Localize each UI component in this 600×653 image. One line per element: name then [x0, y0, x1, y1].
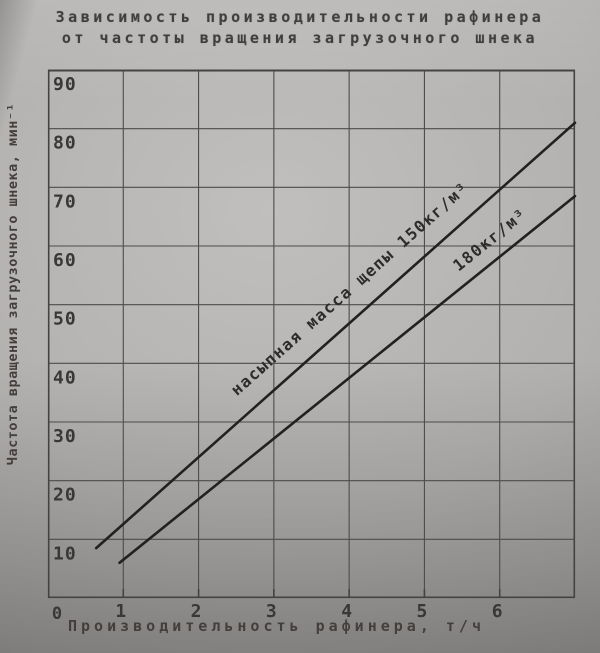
data-line-2	[118, 194, 577, 565]
chart-title-line1: Зависимость производительности рафинера	[55, 8, 545, 26]
data-line-1	[94, 121, 577, 550]
y-tick-label: 80	[53, 133, 77, 154]
x-tick-label: 3	[266, 601, 278, 622]
series-label-1: насыпная масса щепы 150кг/м³	[227, 178, 473, 399]
x-axis-title: Производительность рафинера, т/ч	[68, 617, 485, 635]
y-tick-label: 50	[53, 309, 77, 330]
y-tick-label: 30	[53, 426, 77, 447]
y-tick-label: 60	[53, 250, 77, 271]
y-tick-label: 70	[53, 191, 77, 212]
y-tick-label: 20	[53, 485, 77, 506]
y-axis-title: Частота вращения загрузочного шнека, мин…	[5, 102, 21, 466]
chart-title: Зависимость производительности рафинера …	[0, 7, 600, 49]
plot-border	[47, 69, 576, 599]
x-tick-label: 5	[417, 601, 429, 622]
plot-frame	[47, 69, 576, 599]
origin-label: 0	[52, 604, 62, 624]
axis-ticks	[122, 589, 501, 598]
grid-lines	[48, 69, 575, 598]
x-tick-label: 2	[191, 601, 203, 622]
chart-title-line2: от частоты вращения загрузочного шнека	[61, 29, 539, 47]
x-tick-label: 6	[492, 601, 504, 622]
x-tick-label: 4	[341, 601, 353, 622]
y-tick-label: 40	[53, 367, 77, 388]
y-tick-label: 10	[53, 543, 77, 564]
x-tick-label: 1	[115, 601, 127, 622]
data-lines	[94, 121, 577, 565]
y-tick-label: 90	[53, 74, 77, 95]
